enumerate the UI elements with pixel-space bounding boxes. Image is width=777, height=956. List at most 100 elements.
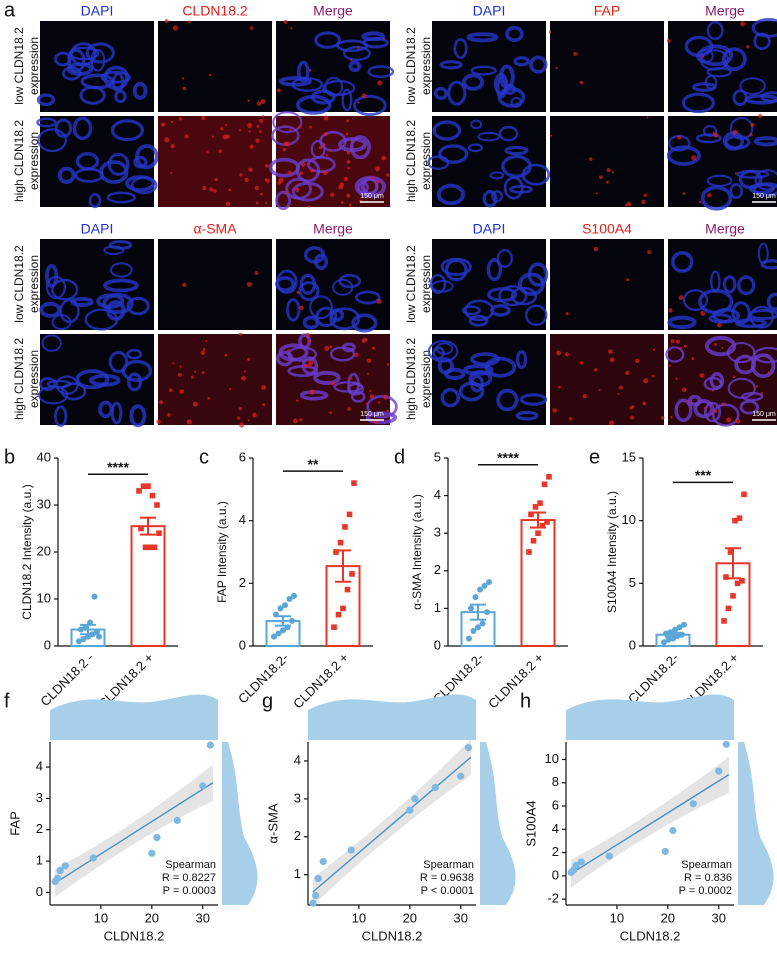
data-point bbox=[142, 544, 149, 551]
data-point bbox=[61, 862, 69, 870]
channel-header: DAPI bbox=[473, 221, 506, 237]
red-dot bbox=[712, 131, 715, 134]
data-point bbox=[351, 480, 357, 486]
y-tick-label: 40 bbox=[37, 449, 51, 464]
red-dot bbox=[691, 155, 697, 161]
nuclei bbox=[301, 356, 319, 376]
channel-header: FAP bbox=[594, 3, 620, 19]
data-point bbox=[96, 633, 102, 640]
data-point bbox=[526, 549, 532, 555]
nuclei bbox=[468, 369, 493, 388]
data-point bbox=[669, 826, 677, 835]
data-point bbox=[466, 635, 472, 642]
y-tick-label: -2 bbox=[547, 891, 559, 906]
nuclei bbox=[484, 356, 517, 378]
data-point bbox=[309, 899, 317, 907]
nuclei bbox=[110, 119, 145, 142]
fit-line bbox=[570, 774, 730, 875]
red-dot bbox=[209, 187, 214, 192]
red-dot bbox=[346, 159, 351, 164]
nuclei bbox=[706, 66, 732, 78]
red-dot bbox=[168, 388, 173, 393]
data-point bbox=[541, 481, 548, 488]
y-tick-label: 3 bbox=[434, 525, 441, 540]
nuclei bbox=[314, 31, 342, 49]
data-point bbox=[273, 611, 279, 618]
nuclei bbox=[432, 346, 445, 361]
y-tick-label: 10 bbox=[37, 590, 51, 605]
nuclei bbox=[695, 133, 722, 144]
row-label: expression bbox=[419, 37, 433, 95]
red-dot bbox=[260, 192, 263, 196]
nuclei bbox=[738, 169, 763, 190]
nuclei bbox=[696, 49, 714, 64]
data-point bbox=[468, 605, 474, 612]
red-dot bbox=[158, 400, 164, 405]
nuclei bbox=[110, 401, 123, 425]
red-dot bbox=[237, 416, 241, 420]
red-dot bbox=[760, 392, 764, 395]
nuclei bbox=[681, 92, 716, 114]
red-dot bbox=[732, 375, 736, 379]
confidence-band bbox=[313, 739, 471, 906]
nuclei bbox=[332, 278, 354, 296]
red-dot bbox=[238, 128, 242, 132]
red-dot bbox=[265, 178, 270, 183]
nuclei bbox=[760, 91, 777, 103]
red-dot bbox=[721, 402, 725, 406]
data-point bbox=[147, 544, 153, 551]
nuclei bbox=[752, 182, 777, 197]
nuclei bbox=[302, 315, 320, 330]
panel-label: c bbox=[199, 446, 209, 468]
red-dot bbox=[193, 370, 197, 373]
red-dot bbox=[218, 149, 222, 154]
nuclei bbox=[698, 288, 734, 315]
red-dot bbox=[598, 175, 603, 180]
nuclei bbox=[737, 275, 756, 296]
red-dot bbox=[346, 119, 350, 123]
nuclei bbox=[278, 343, 309, 362]
data-point bbox=[530, 537, 537, 544]
red-dot bbox=[377, 80, 383, 86]
annotation: Spearman bbox=[681, 859, 732, 871]
nuclei bbox=[496, 388, 519, 412]
nuclei bbox=[103, 278, 139, 293]
micrograph bbox=[550, 334, 665, 426]
red-dot bbox=[713, 409, 717, 414]
x-tick-label: 30 bbox=[453, 910, 467, 925]
red-dot bbox=[371, 346, 375, 350]
red-dot bbox=[322, 170, 328, 176]
y-tick-label: 0 bbox=[434, 637, 441, 652]
y-axis-label: FAP Intensity (a.u.) bbox=[215, 501, 229, 603]
red-dot bbox=[207, 397, 211, 400]
nuclei bbox=[439, 60, 463, 70]
nuclei bbox=[75, 369, 110, 390]
data-point bbox=[145, 483, 151, 489]
red-dot bbox=[767, 371, 770, 374]
data-point bbox=[347, 846, 355, 854]
nuclei bbox=[727, 377, 756, 399]
red-dot bbox=[668, 308, 673, 313]
red-dot bbox=[246, 281, 253, 287]
y-tick-label: 3 bbox=[294, 790, 301, 805]
red-dot bbox=[369, 389, 372, 393]
annotation: P < 0.0001 bbox=[421, 885, 474, 897]
red-dot bbox=[605, 180, 609, 184]
y-axis-label: S100A4 Intensity (a.u.) bbox=[605, 491, 619, 613]
red-dot bbox=[229, 388, 232, 391]
nuclei bbox=[489, 171, 505, 180]
red-dot bbox=[318, 145, 323, 150]
red-dot bbox=[249, 144, 254, 149]
nuclei bbox=[299, 273, 317, 295]
red-dot bbox=[156, 419, 161, 425]
data-point bbox=[346, 511, 353, 518]
nuclei bbox=[503, 176, 524, 200]
nuclei bbox=[127, 372, 143, 392]
red-dot bbox=[265, 201, 268, 204]
nuclei bbox=[278, 76, 312, 87]
nuclei bbox=[338, 137, 367, 153]
nuclei bbox=[760, 259, 777, 270]
nuclei bbox=[84, 308, 119, 331]
red-dot bbox=[296, 290, 300, 294]
data-point bbox=[730, 593, 736, 599]
